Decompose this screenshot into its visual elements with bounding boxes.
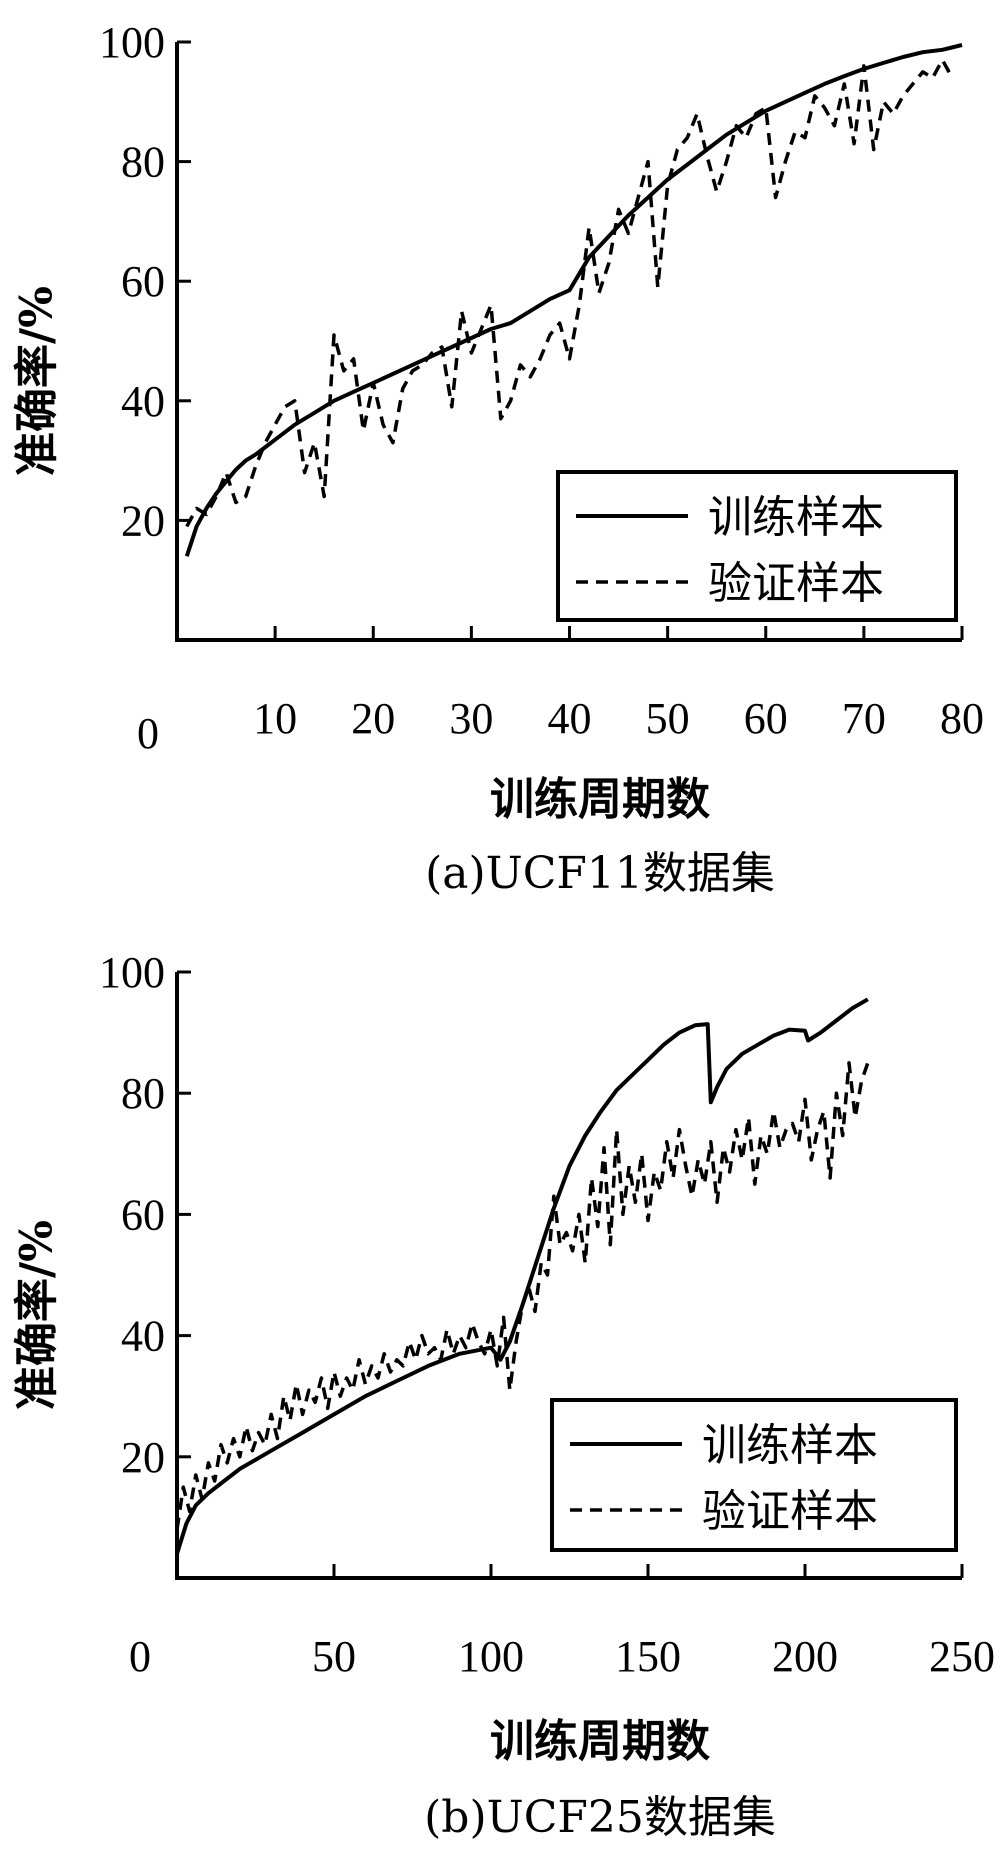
x-tick-label: 10: [253, 694, 297, 743]
legend-box: [556, 470, 958, 622]
y-tick-label: 80: [121, 138, 165, 187]
x-tick-label: 30: [449, 694, 493, 743]
legend-label: 验证样本: [702, 1486, 878, 1537]
y-tick-label: 60: [121, 257, 165, 306]
x-axis-title: 训练周期数: [490, 774, 710, 825]
series-line-training: [184, 43, 963, 557]
series-line-validation: [175, 1061, 870, 1530]
series-line-validation: [185, 58, 954, 528]
x-tick-label: 50: [312, 1632, 356, 1681]
y-tick-label: 40: [121, 1312, 165, 1361]
chart-caption: (a)UCF11数据集: [425, 848, 775, 899]
y-tick-label: 60: [121, 1190, 165, 1239]
legend-label: 训练样本: [708, 492, 884, 543]
x-tick-label: 50: [646, 694, 690, 743]
y-tick-label: 100: [99, 948, 165, 997]
y-tick-label: 80: [121, 1069, 165, 1118]
chart-caption: (b)UCF25数据集: [424, 1792, 776, 1843]
y-tick-label: 20: [121, 1433, 165, 1482]
x-tick-label: 150: [615, 1632, 681, 1681]
y-tick-label: 100: [99, 18, 165, 67]
origin-label: 0: [129, 1632, 151, 1681]
y-axis-title: 准确率/%: [12, 1220, 63, 1410]
chart-panel-a: 20 40 60 80 100 10 20 30 40 50 60 70 80 0 准确率/% 训练周期数 (a…: [12, 18, 985, 899]
x-tick-label: 200: [772, 1632, 838, 1681]
legend-label: 训练样本: [702, 1420, 878, 1471]
x-tick-label: 250: [929, 1632, 995, 1681]
x-tick-label: 40: [548, 694, 592, 743]
chart-panel-b: 20 40 60 80 100 50 100 150 200 250 0 准确率/% 训练周期数 (b)U…: [12, 948, 996, 1843]
legend-box: [550, 1398, 958, 1552]
y-tick-label: 40: [121, 377, 165, 426]
x-tick-label: 60: [744, 694, 788, 743]
y-tick-label: 20: [121, 496, 165, 545]
legend-label: 验证样本: [708, 558, 884, 609]
series-line-training: [175, 997, 869, 1555]
x-tick-label: 100: [458, 1632, 524, 1681]
x-tick-label: 20: [351, 694, 395, 743]
x-tick-label: 70: [842, 694, 886, 743]
y-axis-title: 准确率/%: [12, 286, 63, 476]
x-axis-title: 训练周期数: [490, 1716, 710, 1767]
x-tick-label: 80: [940, 694, 984, 743]
origin-label: 0: [137, 709, 159, 758]
